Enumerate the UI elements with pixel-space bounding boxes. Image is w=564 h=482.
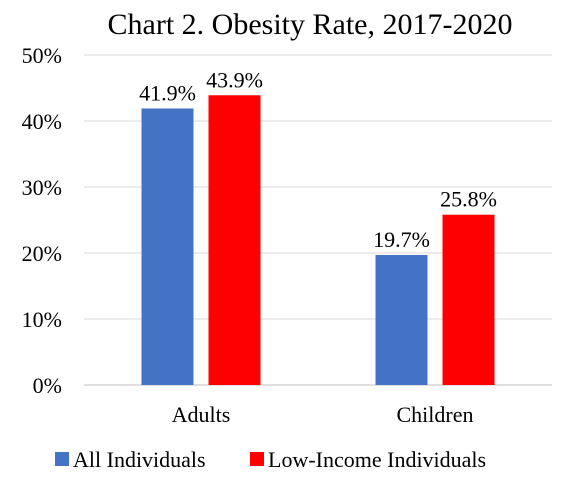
legend: All Individuals Low-Income Individuals (55, 447, 486, 472)
y-tick-label: 50% (22, 43, 62, 68)
y-tick-label: 20% (22, 241, 62, 266)
data-label: 41.9% (139, 80, 196, 105)
y-tick-label: 30% (22, 175, 62, 200)
chart-title: Chart 2. Obesity Rate, 2017-2020 (108, 8, 513, 41)
legend-label: All Individuals (73, 447, 206, 472)
x-axis-tick-labels: Adults Children (172, 402, 474, 427)
y-axis-tick-labels: 0% 10% 20% 30% 40% 50% (22, 43, 62, 398)
data-labels: 41.9% 43.9% 19.7% 25.8% (139, 67, 497, 252)
x-tick-label: Children (397, 402, 474, 427)
bar-series (141, 95, 495, 386)
y-tick-label: 40% (22, 109, 62, 134)
data-label: 19.7% (373, 227, 430, 252)
y-tick-label: 10% (22, 307, 62, 332)
legend-swatch (55, 452, 69, 466)
data-label: 43.9% (206, 67, 263, 92)
bar (442, 214, 495, 385)
bar (208, 95, 261, 385)
legend-swatch (250, 452, 264, 466)
y-tick-label: 0% (33, 373, 62, 398)
x-tick-label: Adults (172, 402, 231, 427)
legend-label: Low-Income Individuals (268, 447, 486, 472)
data-label: 25.8% (440, 187, 497, 212)
bar (375, 254, 428, 385)
bar (141, 108, 194, 386)
